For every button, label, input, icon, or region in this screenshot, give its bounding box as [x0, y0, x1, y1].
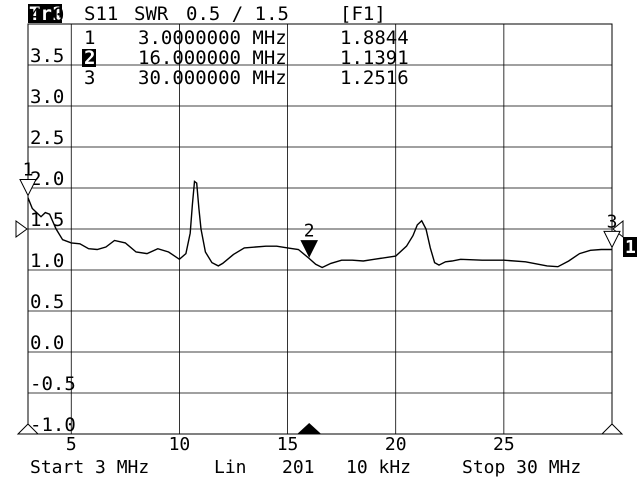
x-tick-label: 10	[169, 434, 191, 455]
trace-badge: Tr1	[29, 3, 63, 25]
scale-setting[interactable]: 0.5 / 1.5	[186, 3, 289, 25]
marker-table: 1 3.0000000 MHz 1.8844 2 16.000000 MHz 1.1391…	[82, 27, 409, 89]
y-tick-label: 1.5	[30, 209, 64, 231]
y-tick-label: -1.0	[30, 414, 76, 436]
trace-line	[27, 180, 612, 269]
reference-level-arrow[interactable]	[15, 220, 28, 238]
if-bandwidth[interactable]: 10 kHz	[346, 457, 411, 478]
trace-badge-bg[interactable]	[28, 4, 62, 23]
y-tick-label: -0.5	[30, 373, 76, 395]
trace-indicator-bg	[623, 237, 637, 257]
start-position-indicator	[16, 423, 40, 435]
sweep-type[interactable]: Lin	[214, 457, 247, 478]
measurement-parameter[interactable]: S11	[84, 3, 118, 25]
y-axis-labels: 4.0 3.5 3.0 2.5 2.0 1.5 1.0 0.5 0.0 -0.5 -1.0	[30, 4, 76, 436]
y-tick-label: 0.0	[30, 332, 64, 354]
x-tick-label: 5	[66, 434, 77, 455]
trace-indicator: 1	[625, 237, 636, 258]
y-tick-label: 0.5	[30, 291, 64, 313]
stop-frequency[interactable]: Stop 30 MHz	[462, 457, 581, 478]
y-tick-label: 3.0	[30, 86, 64, 108]
marker-table-index[interactable]: 3	[84, 67, 95, 89]
sweep-points[interactable]: 201	[282, 457, 315, 478]
marker-table-index[interactable]: 2	[84, 47, 95, 69]
marker-1-label: 1	[23, 159, 34, 180]
start-frequency[interactable]: Start 3 MHz	[30, 457, 149, 478]
marker-2-label: 2	[304, 221, 315, 242]
x-tick-label: 25	[493, 434, 515, 455]
y-tick-label: 2.5	[30, 127, 64, 149]
marker-table-response: 1.1391	[340, 47, 409, 69]
y-tick-label: 4.0	[30, 4, 64, 26]
marker-table-stimulus: 3.0000000 MHz	[138, 27, 287, 49]
marker-1-symbol[interactable]	[19, 178, 37, 197]
marker-table-response: 1.8844	[340, 27, 409, 49]
sweep-footer: Start 3 MHz Lin 201 10 kHz Stop 30 MHz	[30, 457, 581, 478]
active-marker-highlight	[82, 49, 96, 67]
y-tick-label: 3.5	[30, 45, 64, 67]
marker-2-symbol[interactable]	[300, 240, 318, 258]
marker-3-label: 3	[607, 211, 618, 232]
stop-position-indicator	[600, 423, 624, 435]
x-axis-labels: 5 10 15 20 25	[66, 434, 515, 455]
x-tick-label: 20	[385, 434, 407, 455]
display-format[interactable]: SWR	[134, 3, 169, 25]
function-key-indicator: [F1]	[340, 3, 386, 25]
active-marker-stimulus-indicator	[297, 423, 322, 434]
marker-table-stimulus: 16.000000 MHz	[138, 47, 287, 69]
trace-header: Tr1 S11 SWR 0.5 / 1.5 [F1]	[28, 3, 386, 25]
y-tick-label: 2.0	[30, 168, 64, 190]
marker-table-stimulus: 30.000000 MHz	[138, 67, 287, 89]
marker-table-index[interactable]: 1	[84, 27, 95, 49]
marker-table-response: 1.2516	[340, 67, 409, 89]
marker-layer: 1 2 3	[16, 159, 624, 435]
marker-3-symbol[interactable]	[603, 230, 621, 249]
y-tick-label: 1.0	[30, 250, 64, 272]
x-tick-label: 15	[277, 434, 299, 455]
trace-layer	[27, 180, 612, 269]
